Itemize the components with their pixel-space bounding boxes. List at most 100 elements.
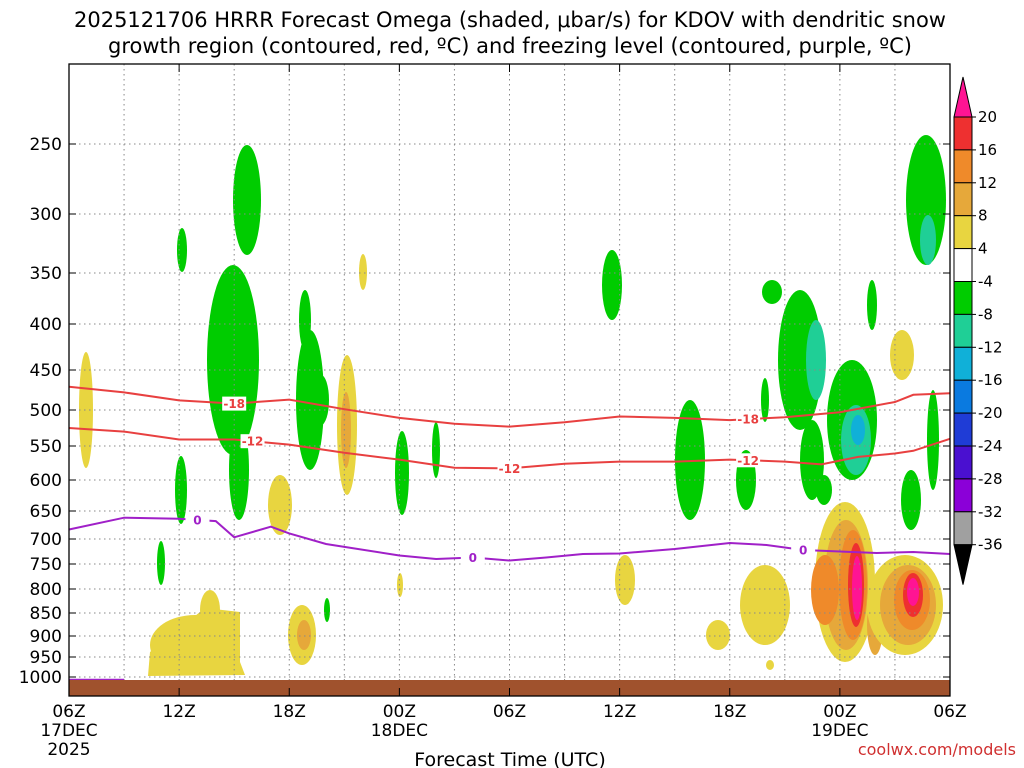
contour-label-bg <box>497 461 522 476</box>
colorbar-label: -36 <box>978 536 1003 554</box>
x-tick-label: 18Z <box>273 702 306 722</box>
omega-region <box>359 254 367 290</box>
omega-region <box>901 470 921 530</box>
x-tick-year-label: 2025 <box>47 740 90 760</box>
colorbar-top-arrow <box>953 76 973 118</box>
colorbar-swatch <box>953 116 973 151</box>
omega-region <box>177 228 187 272</box>
freezing-level-contour <box>68 516 951 562</box>
dgz-minus12-contour-label: -12 <box>242 435 264 449</box>
dgz-minus12-contour-label: -12 <box>499 462 521 476</box>
omega-region <box>341 392 351 468</box>
omega-region <box>157 541 165 585</box>
x-tick-label: 00Z <box>383 702 416 722</box>
omega-region <box>766 660 774 670</box>
colorbar-swatch <box>953 215 973 250</box>
contour-label-bg <box>460 550 485 565</box>
colorbar-bottom-arrow <box>953 544 973 585</box>
omega-region <box>867 280 877 330</box>
colorbar-label: 4 <box>978 240 988 258</box>
omega-region <box>615 555 635 605</box>
colorbar-label: 12 <box>978 174 997 192</box>
credit-text: coolwx.com/models <box>858 740 1016 759</box>
colorbar-label: 16 <box>978 141 997 159</box>
y-tick-label: 950 <box>30 648 62 668</box>
omega-region <box>175 456 187 524</box>
chart-title-line-1: 2025121706 HRRR Forecast Omega (shaded, … <box>74 8 946 32</box>
colorbar-swatch <box>953 346 973 381</box>
y-tick-label: 900 <box>30 627 62 647</box>
omega-region <box>762 280 782 304</box>
y-tick-label: 750 <box>30 555 62 575</box>
colorbar-swatch <box>953 445 973 480</box>
omega-region <box>806 320 826 400</box>
omega-region <box>706 620 730 650</box>
y-tick-label: 350 <box>30 264 62 284</box>
omega-region <box>927 390 939 490</box>
omega-region <box>740 565 790 645</box>
colorbar-swatch <box>953 412 973 447</box>
colorbar-label: -28 <box>978 470 1003 488</box>
y-tick-label: 850 <box>30 604 62 624</box>
colorbar: 20 16 12 8 4 -4 -8 -12 -16 -20 -24 -28 -32 -36 <box>953 76 1003 585</box>
colorbar-swatch <box>953 379 973 414</box>
omega-region <box>778 290 822 430</box>
y-tick-label: 650 <box>30 502 62 522</box>
freezing-level-contour-label: 0 <box>193 513 201 527</box>
colorbar-label: 20 <box>978 108 997 126</box>
colorbar-label: -24 <box>978 437 1003 455</box>
omega-region <box>296 330 324 470</box>
contour-label-bg <box>736 412 761 427</box>
freezing-level-contour-label: 0 <box>799 544 807 558</box>
omega-region <box>148 608 245 676</box>
x-axis-label: Forecast Time (UTC) <box>414 749 605 768</box>
contour-label-bg <box>736 453 761 468</box>
omega-region <box>800 420 824 500</box>
y-tick-label: 600 <box>30 471 62 491</box>
contour-label-bg <box>185 512 210 527</box>
x-tick-date-label: 18DEC <box>371 721 428 741</box>
y-tick-label: 1000 <box>19 668 62 688</box>
omega-region <box>432 422 440 478</box>
omega-region <box>907 578 919 606</box>
y-tick-label: 500 <box>30 401 62 421</box>
omega-region <box>313 375 329 425</box>
omega-region <box>890 330 914 380</box>
dgz-minus18-contour-label: -18 <box>223 397 245 411</box>
colorbar-label: -20 <box>978 404 1003 422</box>
contour-label-bg <box>240 434 265 449</box>
x-tick-date-label: 19DEC <box>811 721 868 741</box>
omega-region <box>79 352 93 468</box>
y-tick-label: 250 <box>30 135 62 155</box>
colorbar-label: -8 <box>978 305 993 323</box>
chart-title-line-2: growth region (contoured, red, ºC) and f… <box>108 34 912 58</box>
omega-region <box>675 400 705 520</box>
x-tick-label: 12Z <box>603 702 636 722</box>
colorbar-swatch <box>953 149 973 184</box>
omega-region <box>920 215 936 265</box>
omega-region <box>906 135 946 265</box>
y-tick-label: 700 <box>30 530 62 550</box>
colorbar-label: 8 <box>978 207 988 225</box>
x-tick-date-label: 17DEC <box>40 721 97 741</box>
omega-region <box>851 415 865 445</box>
omega-region <box>324 598 330 622</box>
colorbar-swatch <box>953 511 973 546</box>
x-tick-label: 18Z <box>713 702 746 722</box>
omega-region <box>268 475 292 535</box>
colorbar-label: -16 <box>978 371 1003 389</box>
omega-region <box>299 290 311 350</box>
omega-region <box>397 573 403 597</box>
x-tick-label: 00Z <box>823 702 856 722</box>
omega-region <box>761 378 769 422</box>
omega-region <box>395 431 409 515</box>
colorbar-swatch <box>953 248 973 283</box>
contour-label-bg <box>222 396 247 411</box>
freezing-level-contour-label: 0 <box>469 551 477 565</box>
y-tick-label: 450 <box>30 361 62 381</box>
omega-region <box>207 265 259 455</box>
x-tick-label: 12Z <box>162 702 195 722</box>
x-tick-label: 06Z <box>52 702 85 722</box>
